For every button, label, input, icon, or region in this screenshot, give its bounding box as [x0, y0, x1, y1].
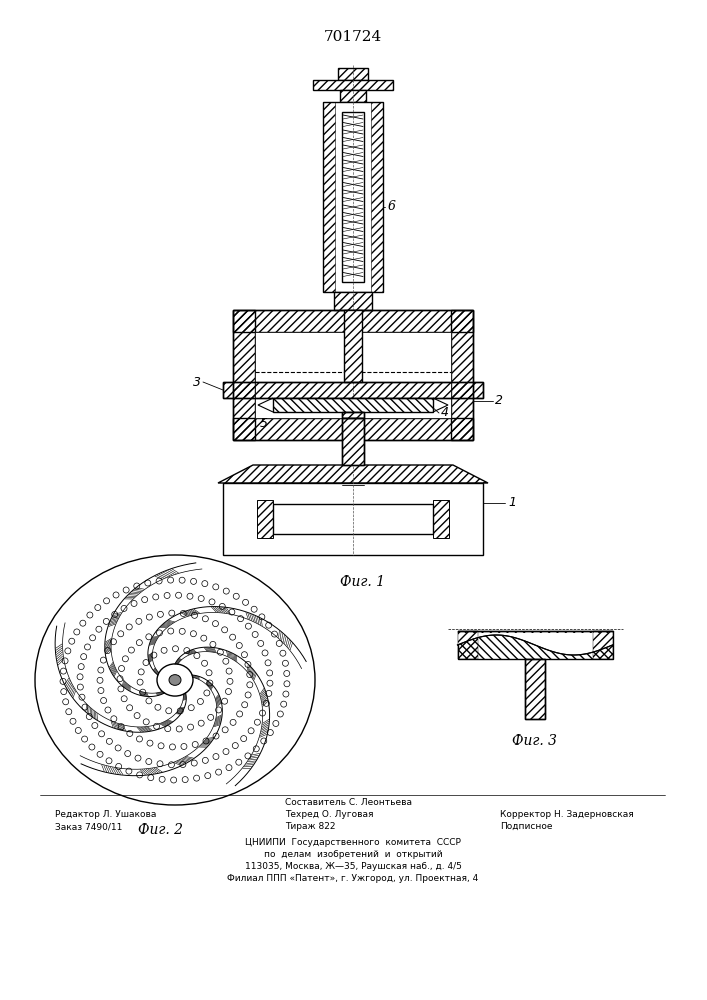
Bar — [340, 90, 366, 102]
Bar — [313, 80, 393, 90]
Polygon shape — [457, 633, 612, 655]
Bar — [223, 483, 483, 555]
Bar — [525, 659, 545, 719]
Bar — [323, 102, 335, 292]
Text: 2: 2 — [495, 394, 503, 408]
Bar — [223, 382, 483, 398]
Bar — [233, 418, 473, 440]
Bar — [344, 310, 362, 382]
Text: по  делам  изобретений  и  открытий: по делам изобретений и открытий — [264, 850, 443, 859]
Text: Заказ 7490/11: Заказ 7490/11 — [55, 822, 122, 831]
Text: Техред О. Луговая: Техред О. Луговая — [285, 810, 373, 819]
Bar — [525, 659, 545, 719]
Text: 1: 1 — [508, 496, 516, 510]
Text: 701724: 701724 — [324, 30, 382, 44]
Bar — [233, 310, 255, 440]
Bar — [342, 412, 364, 418]
Bar — [273, 504, 433, 534]
Bar — [457, 631, 612, 659]
Bar — [457, 631, 477, 659]
Text: Тираж 822: Тираж 822 — [285, 822, 336, 831]
Text: Корректор Н. Задерновская: Корректор Н. Задерновская — [500, 810, 633, 819]
Text: 6: 6 — [388, 200, 396, 213]
Text: Фиг. 2: Фиг. 2 — [137, 823, 182, 837]
Text: Фиг. 1: Фиг. 1 — [341, 575, 385, 589]
Bar — [592, 631, 612, 659]
Bar — [257, 500, 273, 538]
Text: 113035, Москва, Ж—35, Раушская наб., д. 4/5: 113035, Москва, Ж—35, Раушская наб., д. … — [245, 862, 462, 871]
Bar — [223, 382, 483, 398]
Bar — [338, 68, 368, 80]
Bar — [323, 102, 383, 292]
Text: 5: 5 — [260, 417, 268, 430]
Text: 4: 4 — [441, 406, 449, 420]
Bar — [273, 398, 433, 412]
Bar — [342, 112, 364, 282]
Text: Подписное: Подписное — [500, 822, 552, 831]
Bar — [233, 310, 473, 440]
Bar — [433, 500, 449, 538]
Bar — [451, 310, 473, 440]
Bar — [334, 292, 372, 310]
Bar — [342, 418, 364, 465]
Bar — [255, 332, 451, 418]
Text: Редактор Л. Ушакова: Редактор Л. Ушакова — [55, 810, 156, 819]
Text: Фиг. 3: Фиг. 3 — [513, 734, 558, 748]
Bar — [233, 310, 473, 332]
Bar — [342, 412, 364, 418]
Bar — [342, 418, 364, 465]
Bar — [344, 310, 362, 382]
Bar — [371, 102, 383, 292]
Text: Составитель С. Леонтьева: Составитель С. Леонтьева — [285, 798, 412, 807]
Text: Филиал ППП «Патент», г. Ужгород, ул. Проектная, 4: Филиал ППП «Патент», г. Ужгород, ул. Про… — [228, 874, 479, 883]
Ellipse shape — [169, 675, 181, 685]
Text: ЦНИИПИ  Государственного  комитета  СССР: ЦНИИПИ Государственного комитета СССР — [245, 838, 461, 847]
Bar — [457, 631, 612, 659]
Text: 3: 3 — [193, 375, 201, 388]
